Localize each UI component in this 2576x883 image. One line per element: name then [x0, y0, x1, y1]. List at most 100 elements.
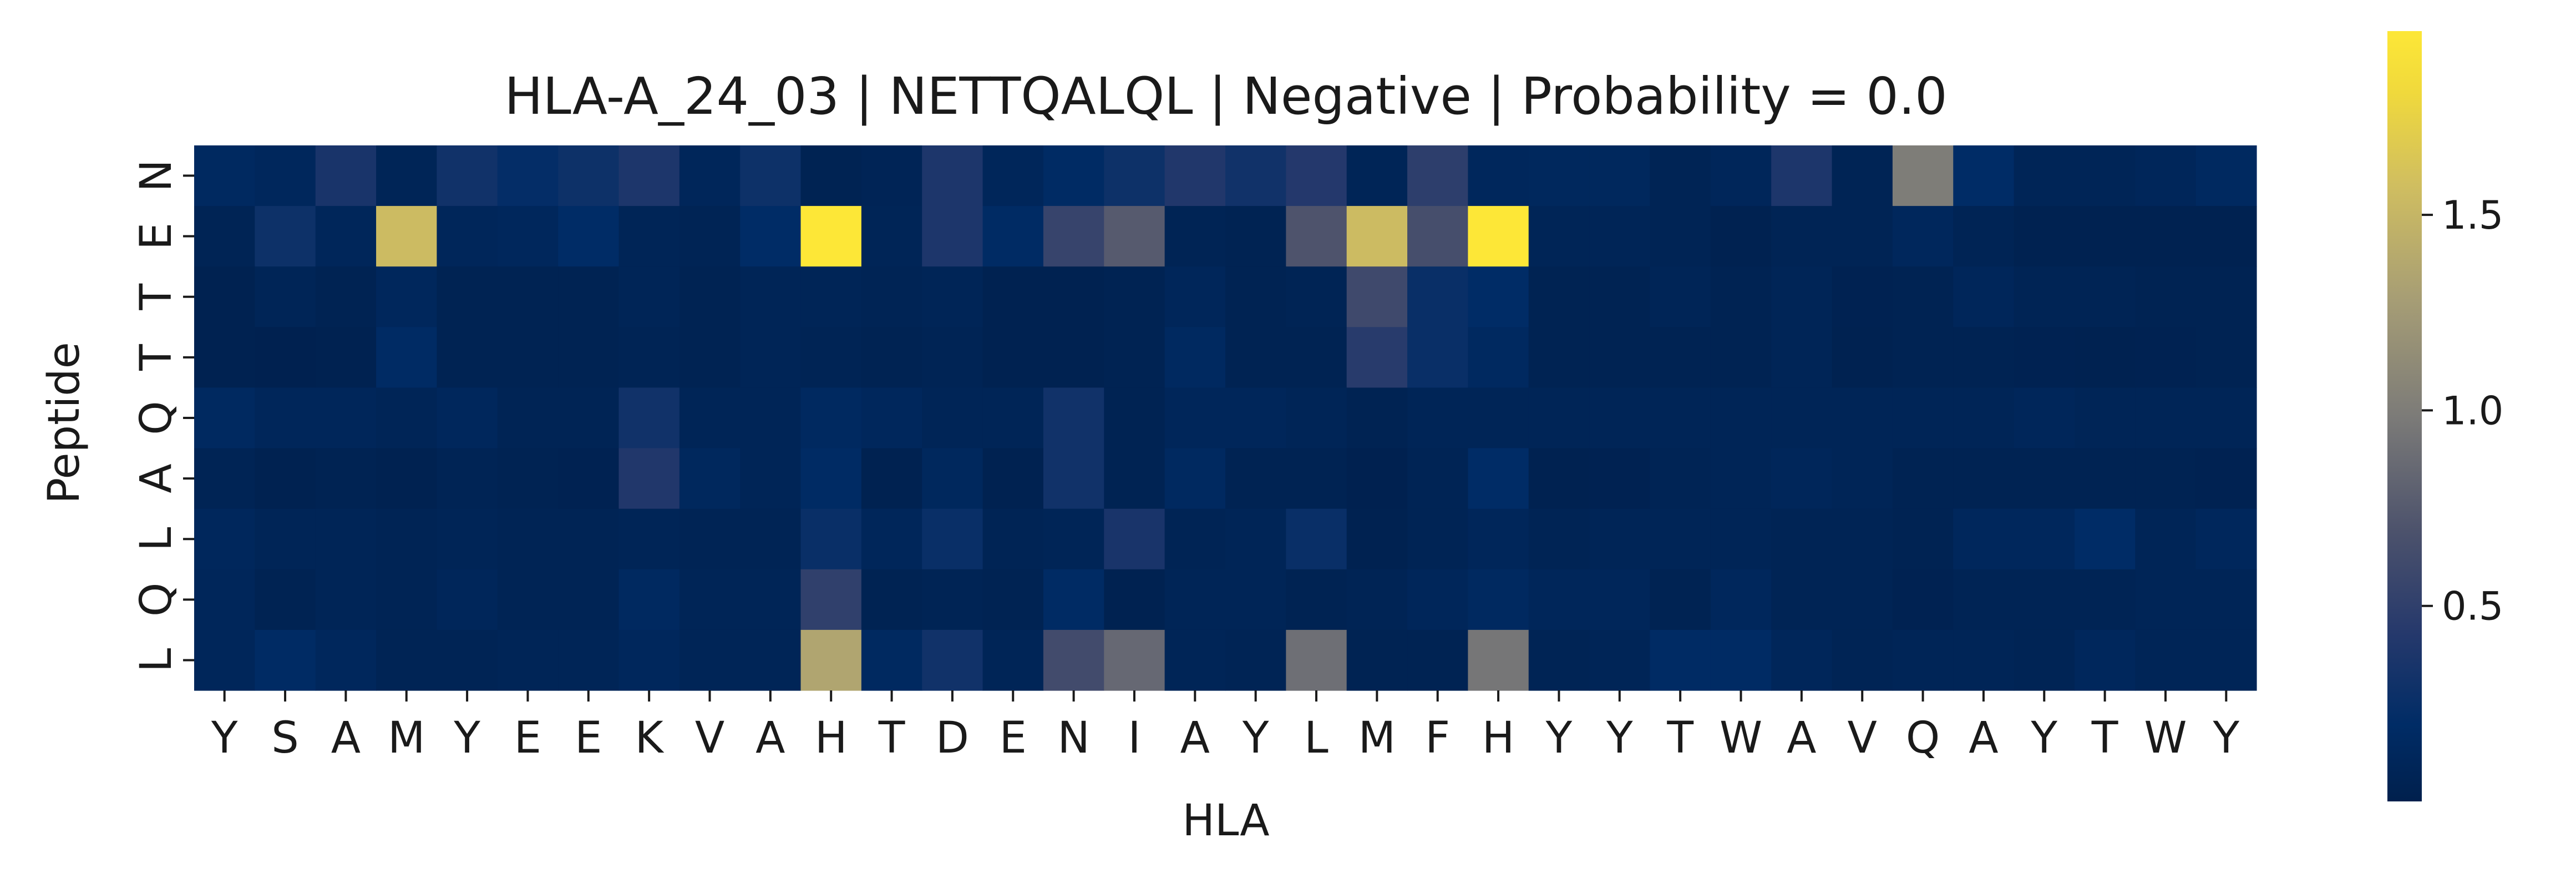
heatmap-cell [1589, 387, 1651, 449]
heatmap-cell [376, 266, 438, 327]
heatmap-cell [982, 448, 1044, 509]
heatmap-cell [1286, 266, 1347, 327]
heatmap-cell [558, 508, 620, 570]
heatmap-cell [1650, 387, 1711, 449]
heatmap-cell [1407, 629, 1469, 691]
heatmap-cell [497, 145, 559, 206]
heatmap-cell [922, 266, 983, 327]
heatmap-cell [1286, 145, 1347, 206]
heatmap-cell [1892, 266, 1954, 327]
heatmap-cell [194, 629, 255, 691]
heatmap-cell [2014, 629, 2075, 691]
heatmap-cell [2135, 387, 2197, 449]
heatmap-cell [1589, 206, 1651, 267]
x-tick-label: Y [2030, 713, 2057, 763]
colorbar-ticks: 0.5 1.0 1.5 [2422, 193, 2503, 629]
heatmap-cell [1528, 508, 1590, 570]
heatmap-cell [1225, 206, 1286, 267]
colorbar-tick-label: 0.5 [2442, 584, 2503, 629]
x-axis-label: HLA [1182, 796, 1269, 846]
x-tick-label: Y [211, 713, 238, 763]
heatmap-cell [1953, 448, 2015, 509]
heatmap-cell [1407, 387, 1469, 449]
heatmap-cell [1286, 508, 1347, 570]
heatmap-cell [1528, 266, 1590, 327]
heatmap-cell [1589, 569, 1651, 630]
heatmap-cell [1346, 387, 1408, 449]
x-tick-label: D [936, 713, 969, 763]
x-tick-label: Q [1906, 713, 1940, 763]
heatmap-cell [800, 206, 862, 267]
heatmap-cell [194, 448, 255, 509]
heatmap-cell [497, 387, 559, 449]
heatmap-cell [1528, 569, 1590, 630]
heatmap-cell [618, 266, 680, 327]
heatmap-cell [558, 387, 620, 449]
heatmap-cell [437, 266, 498, 327]
heatmap-cell [255, 629, 316, 691]
x-tick-label: Y [1242, 713, 1269, 763]
heatmap-cell [618, 206, 680, 267]
heatmap-cell [315, 327, 377, 388]
heatmap-cell [1650, 448, 1711, 509]
colorbar-tick-label: 1.0 [2442, 388, 2503, 433]
heatmap-cell [982, 629, 1044, 691]
heatmap-cell [255, 327, 316, 388]
heatmap-cell [1710, 206, 1772, 267]
heatmap-cell [1832, 327, 1893, 388]
heatmap-cell [2074, 508, 2136, 570]
heatmap-cell [437, 206, 498, 267]
heatmap-cell [1710, 145, 1772, 206]
heatmap-cell [315, 508, 377, 570]
heatmap-cell [2014, 387, 2075, 449]
x-tick-label: K [635, 713, 665, 763]
heatmap-cell [1710, 266, 1772, 327]
heatmap-cell [740, 266, 802, 327]
heatmap-cell [1710, 387, 1772, 449]
heatmap-cell [1528, 448, 1590, 509]
x-tick-label: Y [2212, 713, 2239, 763]
heatmap-cell [437, 448, 498, 509]
x-tick-label: A [1787, 713, 1816, 763]
heatmap-cell [2135, 508, 2197, 570]
heatmap-cell [1710, 629, 1772, 691]
heatmap-cell [1832, 448, 1893, 509]
heatmap-cell [255, 387, 316, 449]
heatmap-cell [800, 508, 862, 570]
heatmap-cell [800, 266, 862, 327]
heatmap-cell [800, 569, 862, 630]
heatmap-cell [679, 569, 741, 630]
heatmap-cell [1407, 448, 1469, 509]
heatmap-cell [1225, 629, 1286, 691]
heatmap-cell [740, 206, 802, 267]
heatmap-cell [194, 266, 255, 327]
heatmap-cell [1832, 206, 1893, 267]
heatmap-cell [255, 508, 316, 570]
heatmap-cell [2014, 569, 2075, 630]
heatmap-cell [1589, 629, 1651, 691]
heatmap-cell [2014, 266, 2075, 327]
heatmap-cell [1043, 206, 1104, 267]
heatmap-cell [1346, 448, 1408, 509]
heatmap-cell [1164, 508, 1226, 570]
heatmap-cell [1953, 508, 2015, 570]
x-tick-label: M [1358, 713, 1396, 763]
heatmap-cell [1528, 206, 1590, 267]
heatmap-cell [1468, 629, 1529, 691]
heatmap-cell [800, 448, 862, 509]
heatmap-cell [1104, 206, 1165, 267]
heatmap-cell [618, 629, 680, 691]
heatmap-cell [2135, 629, 2197, 691]
y-tick-label: T [131, 344, 181, 371]
heatmap-cell [376, 327, 438, 388]
heatmap-cell [376, 569, 438, 630]
y-axis-ticks: NETTQALQL [131, 159, 194, 672]
heatmap-cell [1468, 206, 1529, 267]
x-tick-label: V [695, 713, 724, 763]
heatmap-cell [1043, 266, 1104, 327]
heatmap-cell [1225, 569, 1286, 630]
heatmap-cell [1892, 327, 1954, 388]
heatmap-cell [1953, 569, 2015, 630]
heatmap-cell [1771, 448, 1833, 509]
